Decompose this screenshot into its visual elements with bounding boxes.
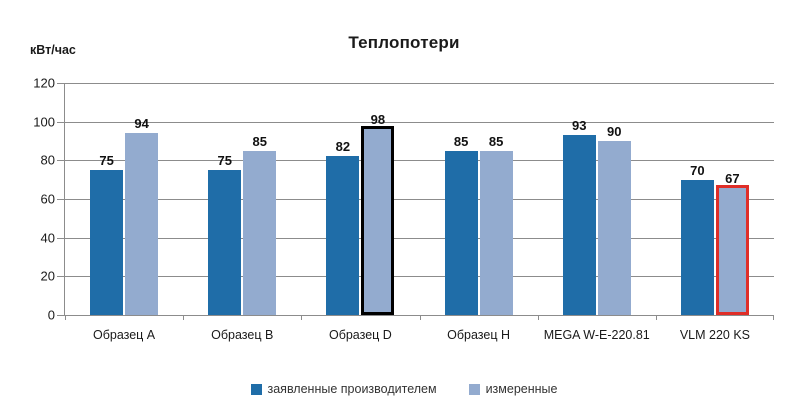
bar-measured-1: 94 [125,117,159,315]
value-label: 67 [725,171,740,187]
bar-group-5: 93 90 [538,83,656,315]
x-category-label-4: Образец H [447,328,510,342]
legend-item-2: измеренные [468,382,558,396]
bar-declared-4: 85 [444,135,478,315]
y-tick-mark-0 [57,315,65,316]
gridline-100 [65,121,774,123]
x-category-label-1: Образец A [92,328,156,342]
bar-declared-3: 82 [326,140,360,315]
value-label: 75 [99,153,114,168]
gridline-120 [65,83,774,84]
x-category-label-3: Образец D [328,328,392,342]
x-tick-mark-4 [537,315,539,320]
value-label: 90 [607,124,622,139]
y-tick-label-20: 20 [40,268,55,284]
value-label: 85 [453,133,469,149]
legend-label-1: заявленные производителем [267,382,437,396]
x-category-label-2: Образец B [211,328,274,342]
legend: заявленные производителем измеренные [0,382,808,396]
x-tick-mark-5 [655,315,657,320]
bar-group-1: 75 94 [65,83,183,315]
bar-declared-1: 75 [90,154,124,315]
bar-measured-5: 90 [597,125,631,315]
y-tick-label-60: 60 [40,191,55,207]
bar-declared-2: 75 [208,154,242,315]
y-tick-label-100: 100 [33,114,55,130]
y-tick-mark-20 [57,276,65,278]
x-tick-mark-2 [301,315,303,320]
y-tick-mark-120 [57,83,65,84]
bar-measured-3: 98 [361,113,395,315]
value-label: 94 [134,116,149,132]
x-category-label-5: MEGA W-E-220.81 [543,328,650,342]
gridline-80 [65,160,774,162]
gridline-40 [65,237,774,239]
y-tick-mark-80 [57,160,65,162]
bar-measured-6: 67 [715,172,749,315]
bar-group-2: 75 85 [183,83,301,315]
bar-measured-4: 85 [479,135,513,315]
y-tick-mark-60 [57,199,65,200]
y-tick-mark-40 [57,237,65,239]
x-tick-mark-6 [773,315,774,320]
value-label: 70 [690,162,705,178]
chart-title: Теплопотери [348,33,460,52]
value-label: 98 [370,111,386,127]
y-tick-label-0: 0 [47,307,55,323]
plot-area: 0 20 40 60 80 100 120 75 94 Образец A 75 85 Образец … [33,77,774,342]
y-tick-label-40: 40 [40,230,55,246]
gridline-20 [65,276,774,278]
value-label: 85 [488,133,504,149]
y-tick-mark-100 [57,121,65,123]
x-tick-mark-0 [65,315,66,320]
gridline-60 [65,199,774,200]
y-axis-unit-label: кВт/час [30,43,76,57]
value-label: 85 [252,133,267,149]
value-label: 82 [335,139,351,155]
bar-declared-5: 93 [562,119,596,315]
value-label: 75 [217,153,232,168]
y-tick-label-80: 80 [40,152,55,168]
bar-declared-6: 70 [680,164,714,315]
legend-swatch-icon [250,383,262,395]
legend-swatch-icon [468,383,480,395]
y-tick-label-120: 120 [33,75,55,91]
value-label: 93 [572,118,587,134]
legend-label-2: измеренные [485,382,558,396]
x-tick-mark-1 [183,315,185,320]
bar-group-6: 70 67 [656,83,774,315]
bar-group-3: 82 98 [301,83,419,315]
x-tick-mark-3 [419,315,421,320]
bar-measured-2: 85 [243,135,277,315]
x-category-label-6: VLM 220 KS [679,328,750,342]
bar-group-4: 85 85 [420,83,538,315]
legend-item-1: заявленные производителем [250,382,437,396]
